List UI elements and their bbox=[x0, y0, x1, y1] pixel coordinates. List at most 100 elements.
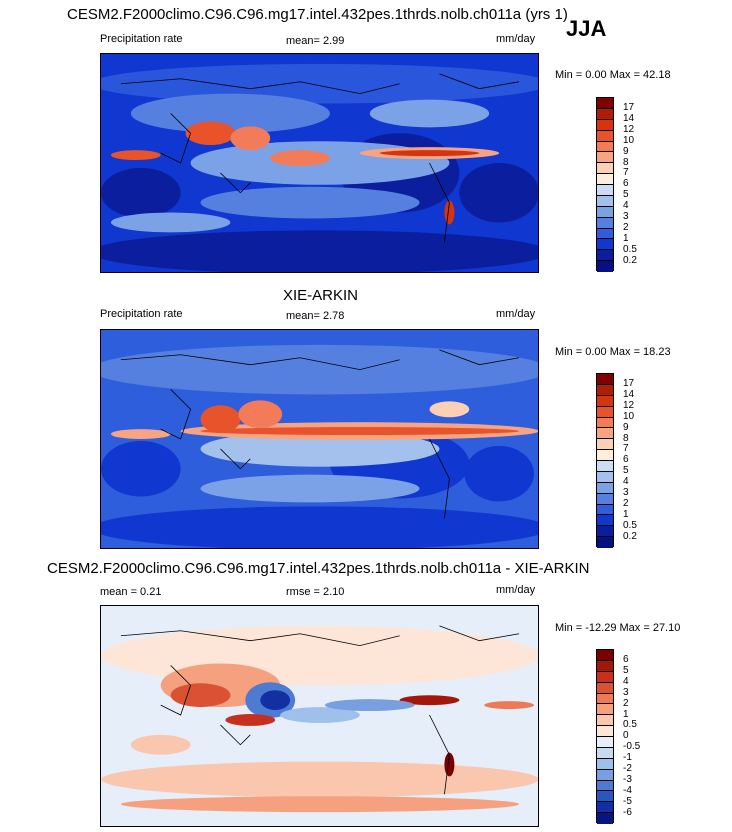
panel-3-colorbar bbox=[596, 649, 614, 824]
colorbar-swatch bbox=[597, 747, 613, 759]
colorbar-label: 2 bbox=[623, 222, 629, 233]
colorbar-swatch bbox=[597, 152, 613, 164]
colorbar-label: 14 bbox=[623, 389, 635, 400]
panel-1-title: CESM2.F2000climo.C96.C96.mg17.intel.432p… bbox=[67, 6, 568, 23]
panel-2-map bbox=[100, 329, 539, 549]
colorbar-swatch bbox=[597, 406, 613, 418]
colorbar-swatch bbox=[597, 130, 613, 142]
colorbar-swatch bbox=[597, 682, 613, 694]
colorbar-swatch bbox=[597, 769, 613, 781]
colorbar-swatch bbox=[597, 471, 613, 483]
colorbar-swatch bbox=[597, 526, 613, 538]
colorbar-label: 4 bbox=[623, 676, 629, 687]
colorbar-swatch bbox=[597, 141, 613, 153]
colorbar-label: -0.5 bbox=[623, 741, 641, 752]
colorbar-swatch bbox=[597, 395, 613, 407]
colorbar-swatch bbox=[597, 693, 613, 705]
colorbar-swatch bbox=[597, 417, 613, 429]
colorbar-swatch bbox=[597, 185, 613, 196]
colorbar-label: 8 bbox=[623, 157, 629, 168]
colorbar-label: 5 bbox=[623, 465, 629, 476]
panel-1-colorbar bbox=[596, 97, 614, 272]
colorbar-swatch bbox=[597, 671, 613, 683]
difference-field bbox=[101, 606, 538, 826]
colorbar-label: 0 bbox=[623, 730, 629, 741]
colorbar-swatch bbox=[597, 493, 613, 505]
colorbar-label: 4 bbox=[623, 200, 629, 211]
panel-1-map bbox=[100, 53, 539, 273]
colorbar-label: 17 bbox=[623, 102, 635, 113]
panel-3-mean: mean = 0.21 bbox=[100, 586, 162, 598]
colorbar-label: 5 bbox=[623, 189, 629, 200]
colorbar-swatch bbox=[597, 650, 613, 661]
colorbar-swatch bbox=[597, 163, 613, 175]
colorbar-swatch bbox=[597, 504, 613, 516]
colorbar-swatch bbox=[597, 461, 613, 472]
panel-3-title: CESM2.F2000climo.C96.C96.mg17.intel.432p… bbox=[47, 560, 590, 577]
colorbar-label: 14 bbox=[623, 113, 635, 124]
panel-3-map bbox=[100, 605, 539, 827]
colorbar-swatch bbox=[597, 515, 613, 527]
colorbar-label: 12 bbox=[623, 400, 635, 411]
colorbar-swatch bbox=[597, 119, 613, 131]
colorbar-label: 0.5 bbox=[623, 244, 637, 255]
colorbar-swatch bbox=[597, 802, 613, 814]
panel-3-units: mm/day bbox=[496, 584, 536, 596]
colorbar-swatch bbox=[597, 813, 613, 824]
season-label: JJA bbox=[566, 16, 607, 41]
colorbar-swatch bbox=[597, 537, 613, 548]
colorbar-swatch bbox=[597, 660, 613, 672]
colorbar-label: 3 bbox=[623, 211, 629, 222]
colorbar-swatch bbox=[597, 261, 613, 272]
colorbar-swatch bbox=[597, 428, 613, 440]
colorbar-swatch bbox=[597, 174, 613, 185]
colorbar-swatch bbox=[597, 791, 613, 803]
colorbar-swatch bbox=[597, 758, 613, 770]
colorbar-label: 6 bbox=[623, 454, 629, 465]
panel-1-units: mm/day bbox=[496, 33, 536, 45]
colorbar-label: 17 bbox=[623, 378, 635, 389]
colorbar-label: 0.2 bbox=[623, 255, 637, 266]
colorbar-label: 8 bbox=[623, 433, 629, 444]
panel-2-mean: mean= 2.78 bbox=[286, 310, 345, 322]
colorbar-swatch bbox=[597, 482, 613, 494]
colorbar-swatch bbox=[597, 228, 613, 240]
colorbar-label: 0.2 bbox=[623, 531, 637, 542]
colorbar-swatch bbox=[597, 450, 613, 461]
colorbar-swatch bbox=[597, 239, 613, 251]
panel-1-minmax: Min = 0.00 Max = 42.18 bbox=[555, 69, 671, 81]
colorbar-label: -2 bbox=[623, 763, 632, 774]
model-precip-field bbox=[101, 54, 538, 272]
colorbar-label: -1 bbox=[623, 752, 632, 763]
colorbar-label: 6 bbox=[623, 178, 629, 189]
colorbar-swatch bbox=[597, 250, 613, 262]
panel-2-minmax: Min = 0.00 Max = 18.23 bbox=[555, 346, 671, 358]
colorbar-label: 4 bbox=[623, 476, 629, 487]
colorbar-label: 12 bbox=[623, 124, 635, 135]
colorbar-swatch bbox=[597, 217, 613, 229]
colorbar-label: 1 bbox=[623, 509, 629, 520]
colorbar-swatch bbox=[597, 737, 613, 748]
colorbar-label: -6 bbox=[623, 807, 632, 818]
colorbar-label: 2 bbox=[623, 698, 629, 709]
panel-1-variable: Precipitation rate bbox=[100, 33, 183, 45]
colorbar-label: 0.5 bbox=[623, 520, 637, 531]
colorbar-label: 3 bbox=[623, 487, 629, 498]
colorbar-swatch bbox=[597, 726, 613, 737]
colorbar-swatch bbox=[597, 704, 613, 716]
colorbar-label: 10 bbox=[623, 411, 635, 422]
panel-2-title: XIE-ARKIN bbox=[283, 287, 359, 304]
colorbar-swatch bbox=[597, 439, 613, 451]
panel-1-mean: mean= 2.99 bbox=[286, 35, 345, 47]
colorbar-label: 1 bbox=[623, 709, 629, 720]
colorbar-label: 5 bbox=[623, 665, 629, 676]
colorbar-label: -4 bbox=[623, 785, 632, 796]
colorbar-label: 1 bbox=[623, 233, 629, 244]
colorbar-label: 2 bbox=[623, 498, 629, 509]
colorbar-label: 0.5 bbox=[623, 719, 637, 730]
colorbar-swatch bbox=[597, 780, 613, 792]
colorbar-label: 9 bbox=[623, 422, 629, 433]
colorbar-label: 9 bbox=[623, 146, 629, 157]
colorbar-label: 3 bbox=[623, 687, 629, 698]
